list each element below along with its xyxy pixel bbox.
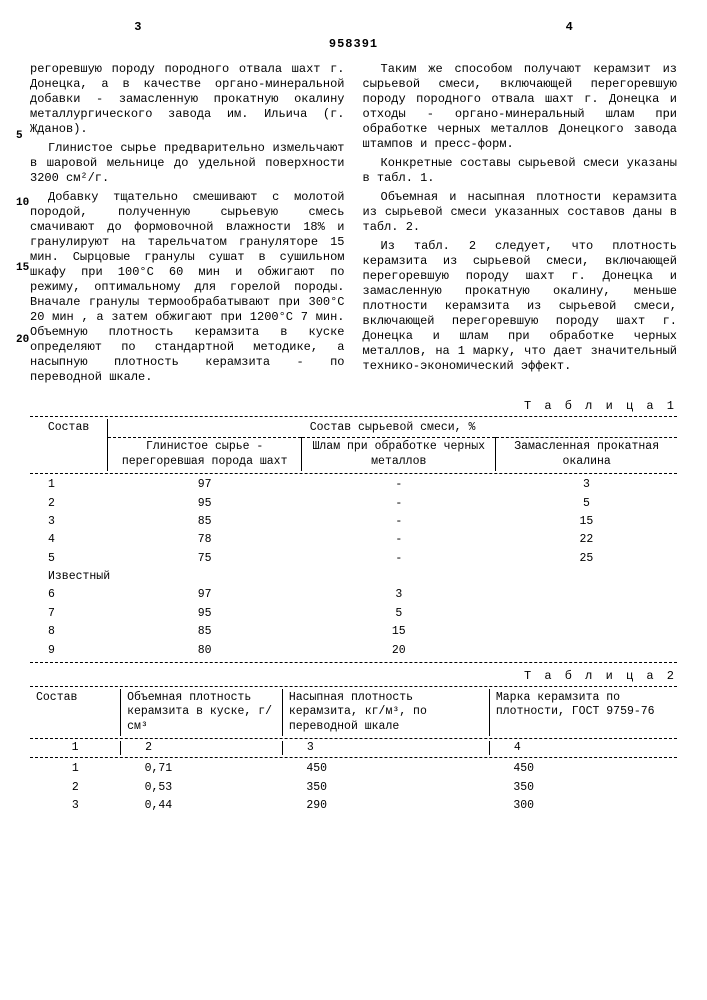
- table-row: 295-5: [30, 495, 677, 513]
- cell: 80: [108, 642, 302, 660]
- table-row: 6973: [30, 586, 677, 604]
- cell: 15: [302, 623, 496, 641]
- cell: 75: [108, 550, 302, 568]
- t2-h2: Объемная плотность керамзита в куске, г/…: [121, 689, 283, 736]
- divider: [30, 662, 677, 663]
- line-mark-20: 20: [16, 334, 29, 348]
- t2-h4: Марка керамзита по плотности, ГОСТ 9759-…: [489, 689, 677, 736]
- cell: 1: [30, 760, 121, 778]
- known-label: Известный: [30, 568, 677, 586]
- para: Объемная и насыпная плотности керамзита …: [363, 190, 678, 235]
- page-numbers: 3 4: [30, 20, 677, 35]
- right-column: Таким же способом получают керамзит из с…: [363, 62, 678, 389]
- table2-label: Т а б л и ц а 2: [30, 669, 677, 684]
- para: Из табл. 2 следует, что плотность керамз…: [363, 239, 678, 374]
- cell: 0,44: [121, 797, 283, 815]
- divider: [30, 416, 677, 417]
- cell: 1: [30, 476, 108, 494]
- cell: 290: [282, 797, 489, 815]
- cell: 3: [30, 797, 121, 815]
- cell: 20: [302, 642, 496, 660]
- cell: 350: [282, 779, 489, 797]
- cell: 350: [489, 779, 677, 797]
- t2-numrow: 1 2 3 4: [30, 741, 677, 755]
- cell: 5: [496, 495, 677, 513]
- t1-superheader: Состав сырьевой смеси, %: [108, 419, 677, 438]
- t2-h1: Состав: [30, 689, 121, 736]
- cell: 95: [108, 605, 302, 623]
- cell: 97: [108, 586, 302, 604]
- t1-h3: Шлам при обработке черных металлов: [302, 438, 496, 471]
- cell: [496, 586, 677, 604]
- cell: 97: [108, 476, 302, 494]
- table-row: 30,44290300: [30, 797, 677, 815]
- cell: 3: [496, 476, 677, 494]
- cell: 9: [30, 642, 108, 660]
- cell: 22: [496, 531, 677, 549]
- table-row: 575-25: [30, 550, 677, 568]
- para: Таким же способом получают керамзит из с…: [363, 62, 678, 152]
- cell: 2: [30, 779, 121, 797]
- cell: 3: [30, 513, 108, 531]
- para: Конкретные составы сырьевой смеси указан…: [363, 156, 678, 186]
- cell: 8: [30, 623, 108, 641]
- cell: -: [302, 550, 496, 568]
- page-num-left: 3: [30, 20, 246, 35]
- table-row: 98020: [30, 642, 677, 660]
- cell: [496, 605, 677, 623]
- cell: [496, 642, 677, 660]
- para: Глинистое сырье предварительно измельчаю…: [30, 141, 345, 186]
- cell: 300: [489, 797, 677, 815]
- cell: [496, 623, 677, 641]
- table1-label: Т а б л и ц а 1: [30, 399, 677, 414]
- document-number: 958391: [30, 37, 677, 52]
- cell: -: [302, 476, 496, 494]
- cell: -: [302, 531, 496, 549]
- cell: 5: [302, 605, 496, 623]
- cell: 6: [30, 586, 108, 604]
- line-mark-15: 15: [16, 262, 29, 276]
- cell: 85: [108, 513, 302, 531]
- cell: 0,53: [121, 779, 283, 797]
- cell: 78: [108, 531, 302, 549]
- cell: 4: [30, 531, 108, 549]
- text-columns: регоревшую породу породного отвала шахт …: [30, 62, 677, 389]
- cell: -: [302, 495, 496, 513]
- cell: 25: [496, 550, 677, 568]
- table-1: Состав Состав сырьевой смеси, % Глинисто…: [30, 419, 677, 660]
- cell: 15: [496, 513, 677, 531]
- cell: 3: [302, 586, 496, 604]
- left-column: регоревшую породу породного отвала шахт …: [30, 62, 345, 389]
- divider: [30, 686, 677, 687]
- cell: 450: [282, 760, 489, 778]
- table-row: 88515: [30, 623, 677, 641]
- t1-h1: Состав: [30, 419, 108, 471]
- para: регоревшую породу породного отвала шахт …: [30, 62, 345, 137]
- page-num-right: 4: [461, 20, 677, 35]
- table-row: 10,71450450: [30, 760, 677, 778]
- cell: 2: [30, 495, 108, 513]
- t1-h2: Глинистое сырье - перегоревшая порода ша…: [108, 438, 302, 471]
- line-mark-10: 10: [16, 197, 29, 211]
- table-row: 7955: [30, 605, 677, 623]
- cell: 450: [489, 760, 677, 778]
- t2-h3: Насыпная плотность керамзита, кг/м³, по …: [282, 689, 489, 736]
- cell: 85: [108, 623, 302, 641]
- cell: 7: [30, 605, 108, 623]
- line-mark-5: 5: [16, 130, 23, 144]
- cell: 95: [108, 495, 302, 513]
- table-row: 197-3: [30, 476, 677, 494]
- para: Добавку тщательно смешивают с молотой по…: [30, 190, 345, 385]
- t1-h4: Замасленная прокатная окалина: [496, 438, 677, 471]
- cell: -: [302, 513, 496, 531]
- cell: 0,71: [121, 760, 283, 778]
- table-row: 20,53350350: [30, 779, 677, 797]
- table-row: 478-22: [30, 531, 677, 549]
- table-2: Состав Объемная плотность керамзита в ку…: [30, 689, 677, 816]
- cell: 5: [30, 550, 108, 568]
- table-row: 385-15: [30, 513, 677, 531]
